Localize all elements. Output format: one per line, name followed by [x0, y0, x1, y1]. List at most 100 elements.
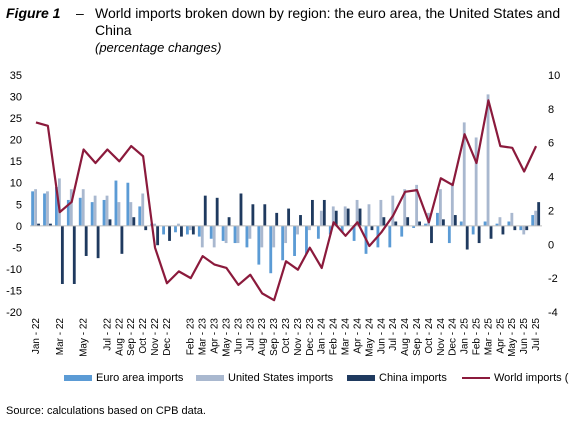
x-tick-label: Aug - 23	[257, 318, 268, 356]
y2-tick-label: 8	[548, 104, 554, 116]
bar-china	[120, 225, 124, 254]
legend-china: China imports	[347, 372, 447, 384]
bar-united-states	[343, 206, 347, 226]
line-world-imports	[35, 99, 538, 302]
bar-euro-area	[90, 202, 94, 226]
bar-united-states	[462, 122, 466, 226]
legend-swatch-euro-area	[64, 375, 92, 382]
bar-euro-area	[66, 199, 70, 226]
bar-euro-area	[305, 225, 308, 254]
bar-china	[263, 204, 267, 226]
bar-china	[346, 208, 350, 226]
bar-euro-area	[471, 225, 475, 235]
bar-euro-area	[245, 225, 249, 248]
bar-china	[441, 219, 445, 226]
y2-tick-label: 2	[548, 205, 554, 217]
bar-euro-area	[293, 225, 296, 256]
bar-united-states	[248, 225, 252, 239]
bar-china	[322, 199, 326, 226]
y2-tick-label: 10	[548, 70, 560, 82]
bar-euro-area	[31, 191, 35, 226]
bar-united-states	[188, 225, 192, 231]
bar-china	[239, 193, 243, 226]
x-tick-label: Nov - 24	[436, 318, 447, 356]
bar-united-states	[272, 225, 276, 248]
bar-euro-area	[185, 225, 189, 235]
bar-euro-area	[55, 187, 58, 226]
x-tick-label: Aug - 24	[400, 318, 411, 356]
legend-label-euro-area: Euro area imports	[96, 372, 184, 384]
bar-euro-area	[126, 182, 130, 226]
bar-china	[37, 223, 40, 226]
figure-label: Figure 1	[6, 5, 61, 21]
y2-tick-label: 0	[548, 239, 554, 251]
bar-china	[311, 199, 314, 226]
x-tick-label: Oct - 24	[424, 318, 435, 354]
legend-united-states: United States imports	[196, 372, 333, 384]
y-tick-label: 30	[10, 92, 22, 104]
chart-subtitle: (percentage changes)	[95, 40, 222, 55]
bar-china	[406, 217, 410, 226]
bar-united-states	[415, 184, 419, 226]
bar-euro-area	[78, 197, 82, 226]
bar-china	[49, 223, 52, 226]
bar-china	[370, 225, 374, 231]
legend-label-china: China imports	[379, 372, 447, 384]
bar-china	[227, 217, 231, 226]
x-tick-label: Jan - 24	[317, 318, 328, 355]
x-tick-label: May - 24	[364, 318, 375, 357]
source-note: Source: calculations based on CPB data.	[6, 405, 206, 417]
legend-label-united-states: United States imports	[228, 372, 334, 384]
x-tick-label: Feb - 25	[472, 318, 483, 356]
legend-swatch-united-states	[196, 375, 224, 382]
x-tick-label: Oct - 23	[281, 318, 292, 354]
x-tick-label: Jul - 23	[245, 318, 256, 351]
x-tick-label: Dec - 23	[305, 318, 316, 356]
x-tick-label: Feb - 24	[329, 318, 340, 356]
bar-china	[513, 225, 517, 231]
bar-china	[394, 221, 398, 226]
bar-euro-area	[269, 225, 273, 274]
bar-united-states	[236, 225, 240, 244]
bar-euro-area	[316, 225, 320, 239]
bar-china	[191, 225, 195, 235]
bar-united-states	[46, 191, 49, 226]
legend-euro-area: Euro area imports	[64, 372, 183, 384]
y-tick-label: 5	[16, 199, 22, 211]
bar-euro-area	[400, 225, 404, 237]
bar-euro-area	[424, 223, 427, 226]
y2-tick-label: -4	[548, 307, 558, 319]
bar-euro-area	[436, 212, 439, 226]
bar-euro-area	[459, 221, 463, 226]
y2-tick-label: -2	[548, 273, 558, 285]
bar-euro-area	[412, 225, 416, 228]
x-tick-label: Apr - 25	[495, 318, 506, 354]
bar-united-states	[224, 225, 228, 244]
x-tick-label: Sep - 24	[412, 318, 423, 356]
bar-china	[84, 225, 88, 256]
bar-euro-area	[388, 225, 392, 248]
x-tick-label: Jul - 24	[388, 318, 399, 351]
y-tick-label: -10	[6, 264, 22, 276]
imports-chart: -20-15-10-505101520253035-4-20246810Jan …	[6, 70, 560, 357]
y-tick-label: 0	[16, 221, 22, 233]
bar-united-states	[105, 195, 109, 226]
x-tick-label: Dec - 22	[162, 318, 173, 356]
bar-china	[358, 208, 362, 226]
bar-china	[168, 225, 171, 241]
bar-euro-area	[531, 215, 535, 226]
x-tick-label: Jul - 22	[102, 318, 113, 351]
bar-euro-area	[257, 225, 261, 265]
x-tick-label: May - 22	[79, 318, 90, 357]
x-tick-label: Jul - 25	[531, 318, 542, 351]
y2-tick-label: 6	[548, 138, 554, 150]
x-tick-label: Nov - 22	[150, 318, 161, 356]
bar-china	[430, 225, 433, 244]
x-tick-label: Sep - 22	[126, 318, 137, 356]
bar-euro-area	[447, 225, 451, 244]
y-tick-label: -20	[6, 307, 22, 319]
bar-united-states	[296, 225, 299, 235]
x-tick-label: Oct - 22	[138, 318, 149, 354]
bar-china	[501, 225, 505, 235]
y-tick-label: 35	[10, 70, 22, 82]
